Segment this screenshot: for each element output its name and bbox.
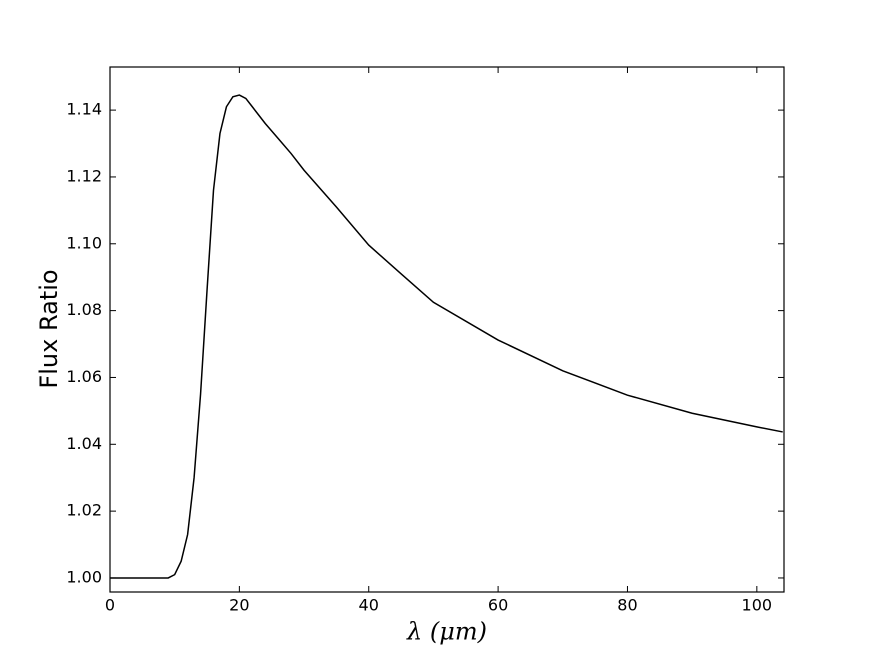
x-tick-label: 0 [105,596,115,615]
data-line [110,94,783,579]
y-tick-label: 1.12 [66,166,102,185]
plot-frame [109,66,785,593]
x-tick-label: 40 [359,596,379,615]
x-tick-label: 20 [229,596,249,615]
y-tick-label: 1.06 [66,367,102,386]
y-tick-label: 1.14 [66,100,102,119]
x-tick-label: 100 [742,596,773,615]
x-axis-label: λ (μm) [406,618,487,646]
x-tick-label: 80 [617,596,637,615]
y-tick-label: 1.08 [66,300,102,319]
y-tick-label: 1.02 [66,501,102,520]
y-axis-label: Flux Ratio [35,269,63,388]
y-tick-label: 1.10 [66,233,102,252]
y-tick-label: 1.00 [66,567,102,586]
x-tick-label: 60 [488,596,508,615]
y-tick-label: 1.04 [66,434,102,453]
